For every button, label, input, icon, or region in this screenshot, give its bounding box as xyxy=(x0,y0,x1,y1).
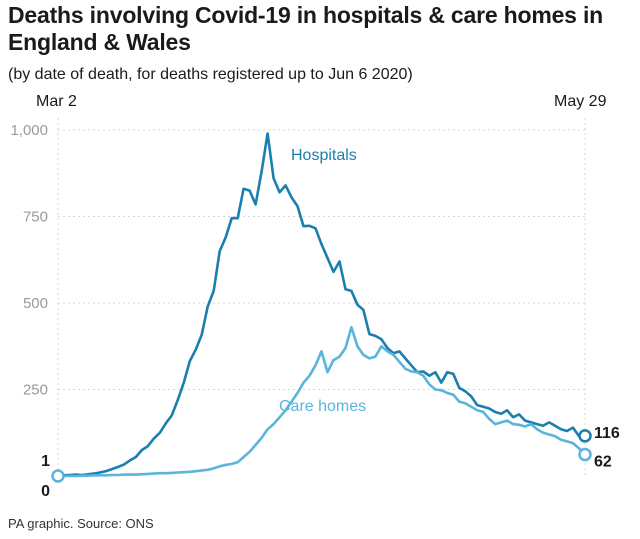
end-point-marker xyxy=(578,447,592,462)
series-line-care-homes xyxy=(56,325,587,478)
series-name-care-homes: Care homes xyxy=(279,398,366,415)
chart-subtitle: (by date of death, for deaths registered… xyxy=(8,66,413,83)
source-note: PA graphic. Source: ONS xyxy=(8,516,154,531)
y-tick-label: 750 xyxy=(23,209,48,226)
y-axis: 250 500 750 1,000 xyxy=(10,122,48,399)
x-end-date-label: May 29 xyxy=(554,93,607,110)
series-name-hospitals: Hospitals xyxy=(291,147,357,164)
end-point-marker xyxy=(578,429,592,443)
x-start-date-label: Mar 2 xyxy=(36,93,77,110)
chart-title: Deaths involving Covid-19 in hospitals &… xyxy=(8,2,604,55)
start-value-label-care-homes: 0 xyxy=(41,483,50,500)
series-labels: 116 62 1 0 Hospitals Care homes xyxy=(41,147,620,500)
end-value-label: 62 xyxy=(594,454,612,471)
y-tick-label: 1,000 xyxy=(10,122,48,139)
start-value-label-hospitals: 1 xyxy=(41,453,50,470)
series-lines xyxy=(51,132,592,483)
series-line-hospitals xyxy=(56,132,587,478)
start-point-marker xyxy=(51,469,65,483)
end-value-label: 116 xyxy=(594,425,620,442)
y-tick-label: 250 xyxy=(23,382,48,399)
y-tick-label: 500 xyxy=(23,295,48,312)
